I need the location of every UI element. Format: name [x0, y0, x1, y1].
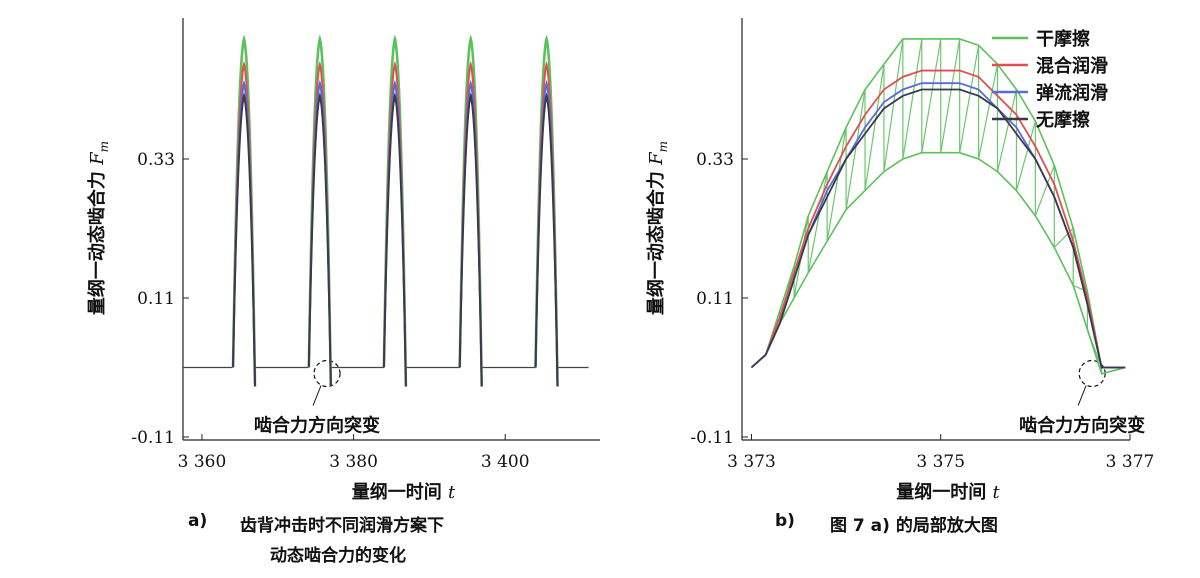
- panel-b-series-无摩擦: [750, 88, 1126, 369]
- panel-a-xtick-label: 3 360: [178, 452, 227, 472]
- panel-a-pulse-无摩擦: [382, 92, 407, 387]
- panel-a-label: a): [188, 511, 208, 531]
- panel-a-caption-line2: 动态啮合力的变化: [270, 546, 406, 566]
- panel-a-ylabel: 量纲一动态啮合力 Fm: [86, 141, 111, 315]
- panel-b-ylabel: 量纲一动态啮合力 Fm: [645, 141, 670, 315]
- panel-b-series-干摩擦-upper: [750, 38, 1126, 369]
- legend-label-无摩擦: 无摩擦: [1036, 109, 1090, 131]
- panel-b-ytick-label: 0.33: [696, 150, 734, 170]
- legend-label-干摩擦: 干摩擦: [1036, 28, 1090, 50]
- panel-b-ytick-label: -0.11: [690, 428, 734, 448]
- panel-a-annotation-text: 啮合力方向突变: [254, 415, 380, 437]
- panel-a-plot-area: [183, 34, 589, 387]
- panel-a-pulse-无摩擦: [232, 92, 257, 387]
- panel-a-pulse-无摩擦: [534, 92, 559, 387]
- legend-label-混合润滑: 混合润滑: [1036, 55, 1108, 77]
- panel-a-ytick-label: 0.11: [137, 289, 175, 309]
- panel-b-series-混合润滑: [750, 69, 1126, 369]
- panel-a-pulse-无摩擦: [458, 92, 483, 387]
- panel-b-annotation-leader: [1077, 385, 1087, 406]
- panel-b-ytick-label: 0.11: [696, 289, 734, 309]
- legend-label-弹流润滑: 弹流润滑: [1036, 82, 1108, 104]
- panel-b-caption: 图 7 a) 的局部放大图: [830, 516, 998, 536]
- panel-b-xtick-label: 3 373: [727, 452, 776, 472]
- panel-b-series-干摩擦-band: [751, 38, 1126, 375]
- panel-b-xlabel: 量纲一时间 t: [896, 481, 1000, 503]
- panel-a-ytick-label: 0.33: [137, 150, 175, 170]
- panel-a-ytick-label: -0.11: [131, 428, 175, 448]
- panel-a-xtick-label: 3 400: [481, 452, 530, 472]
- panel-b-series-干摩擦-lower: [750, 151, 1126, 375]
- panel-a-xtick-label: 3 380: [329, 452, 378, 472]
- panel-b-label: b): [775, 511, 795, 531]
- panel-a-pulse-无摩擦: [307, 92, 332, 387]
- panel-b-xtick-label: 3 377: [1106, 452, 1155, 472]
- panel-b-plot-area: [750, 38, 1126, 375]
- panel-a-annotation-circle: [313, 359, 341, 388]
- panel-a-caption-line1: 齿背冲击时不同润滑方案下: [240, 516, 444, 536]
- panel-b-xtick-label: 3 375: [916, 452, 965, 472]
- panel-a-annotation-leader: [312, 385, 322, 406]
- panel-a-xlabel: 量纲一时间 t: [352, 481, 456, 503]
- panel-b-annotation-text: 啮合力方向突变: [1019, 415, 1145, 437]
